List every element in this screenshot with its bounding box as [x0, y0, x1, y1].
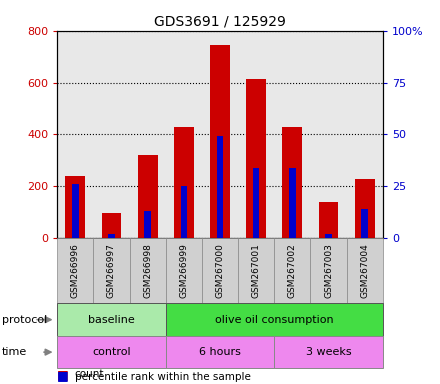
Text: GSM266996: GSM266996	[71, 243, 80, 298]
Bar	[355, 179, 375, 238]
Bar	[319, 202, 338, 238]
Text: olive oil consumption: olive oil consumption	[215, 314, 334, 325]
Text: GSM266999: GSM266999	[180, 243, 188, 298]
Text: GSM267000: GSM267000	[216, 243, 224, 298]
Text: control: control	[92, 347, 131, 357]
Text: GSM267002: GSM267002	[288, 243, 297, 298]
Bar	[144, 211, 151, 238]
Bar	[102, 214, 121, 238]
Text: baseline: baseline	[88, 314, 135, 325]
Text: GSM266997: GSM266997	[107, 243, 116, 298]
Text: count: count	[75, 369, 104, 379]
Bar	[253, 167, 260, 238]
Text: GSM266998: GSM266998	[143, 243, 152, 298]
Text: GSM267004: GSM267004	[360, 243, 369, 298]
Text: time: time	[2, 347, 27, 357]
Bar	[217, 136, 223, 238]
Text: GSM267003: GSM267003	[324, 243, 333, 298]
Bar	[282, 127, 302, 238]
Bar	[72, 184, 79, 238]
Bar	[289, 167, 296, 238]
Bar	[180, 186, 187, 238]
Text: 6 hours: 6 hours	[199, 347, 241, 357]
Text: GSM267001: GSM267001	[252, 243, 260, 298]
Text: ■: ■	[57, 369, 69, 382]
Text: protocol: protocol	[2, 314, 48, 325]
Bar	[108, 234, 115, 238]
Bar	[174, 127, 194, 238]
Bar	[361, 209, 368, 238]
Text: ■: ■	[57, 368, 69, 381]
Bar	[246, 79, 266, 238]
Text: 3 weeks: 3 weeks	[306, 347, 352, 357]
Bar	[138, 155, 158, 238]
Bar	[66, 176, 85, 238]
Title: GDS3691 / 125929: GDS3691 / 125929	[154, 14, 286, 28]
Bar	[210, 45, 230, 238]
Text: percentile rank within the sample: percentile rank within the sample	[75, 372, 251, 382]
Bar	[325, 234, 332, 238]
